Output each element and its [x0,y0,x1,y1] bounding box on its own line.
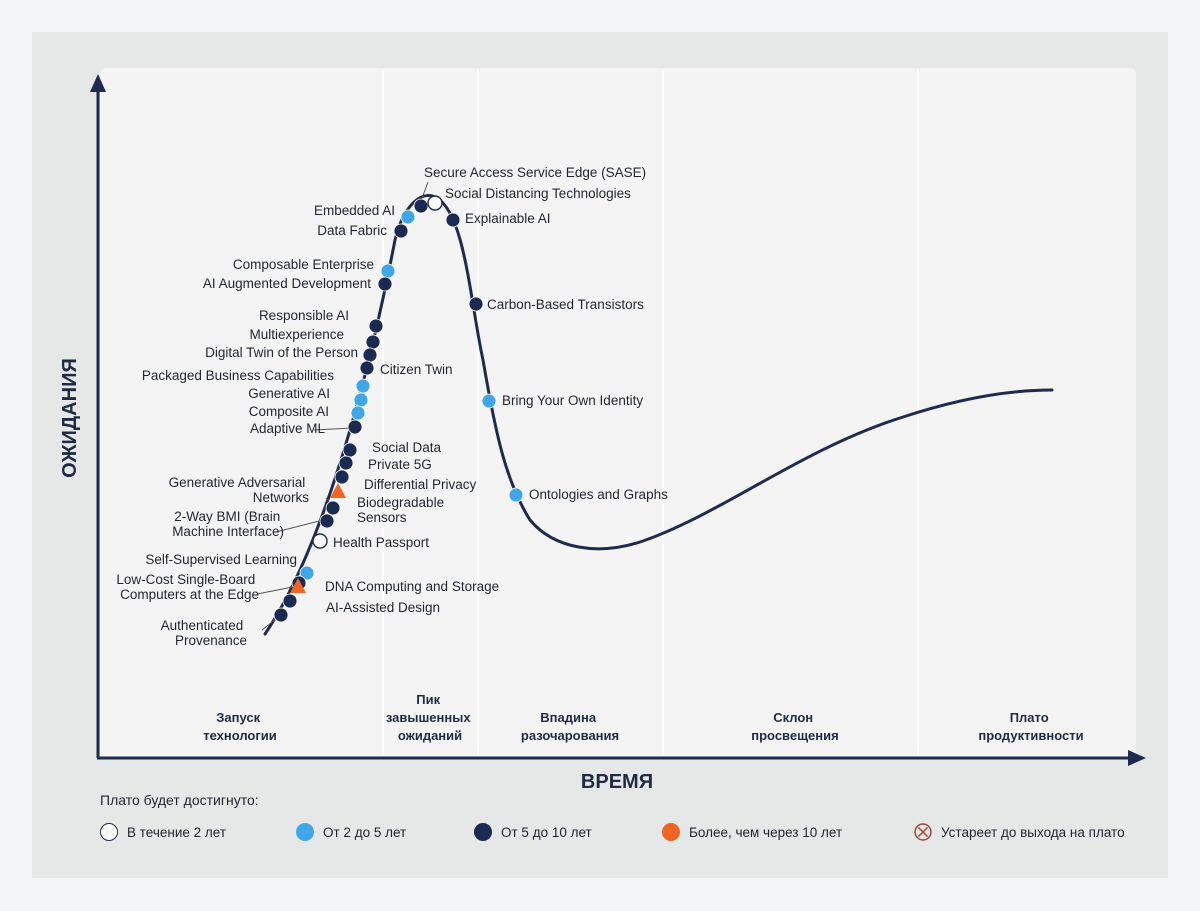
legend-item-within-2-years: В течение 2 лет [100,822,226,842]
technology-marker [377,276,393,292]
tech-label: Low-Cost Single-Board Computers at the E… [116,572,259,602]
technology-marker [427,195,443,211]
technology-marker [342,442,358,458]
legend-item-5-to-10-years: От 5 до 10 лет [474,822,592,842]
technology-marker [282,593,298,609]
technology-marker [355,378,371,394]
tech-label: AI Augmented Development [203,276,371,291]
orange-dot-icon [662,823,680,841]
tech-label: Digital Twin of the Person [205,345,358,360]
tech-label: Social Distancing Technologies [445,186,631,201]
technology-marker [413,198,429,214]
technology-marker [290,578,306,593]
tech-label: Composite AI [249,404,329,419]
tech-label: Adaptive ML [250,421,326,436]
navy-dot-icon [474,823,492,841]
technology-marker [368,318,384,334]
technology-marker [508,487,524,503]
technology-marker [353,392,369,408]
y-axis-arrow-icon [90,74,106,92]
tech-label: Citizen Twin [380,362,453,377]
y-axis-title: ОЖИДАНИЯ [59,358,81,478]
tech-label: Generative AI [248,386,330,401]
tech-label: Authenticated Provenance [161,618,247,648]
technology-markers [273,195,524,623]
technology-marker [365,334,381,350]
technology-marker [359,360,375,376]
tech-label: Multiexperience [249,327,344,342]
x-axis-arrow-icon [1128,750,1146,766]
tech-label: Composable Enterprise [233,257,374,272]
legend-item-obsolete: Устареет до выхода на плато [914,822,1125,842]
tech-label: Self-Supervised Learning [145,552,297,567]
tech-label: Packaged Business Capabilities [142,368,334,383]
phase-trigger: Запуск технологии [203,710,277,743]
phase-peak: Пик завышенных ожиданий [386,692,474,743]
tech-label: Explainable AI [465,211,551,226]
phase-labels: Запуск технологии Пик завышенных ожидани… [203,692,1083,743]
tech-label: Biodegradable Sensors [357,495,448,525]
tech-label: Data Fabric [317,223,387,238]
tech-label: DNA Computing and Storage [325,579,499,594]
obsolete-x-icon [914,823,932,841]
technology-marker [273,607,289,623]
tech-label: 2-Way BMI (Brain Machine Interface) [172,509,284,539]
phase-trough: Впадина разочарования [521,710,619,743]
tech-label: Carbon-Based Transistors [487,297,644,312]
tech-label: Secure Access Service Edge (SASE) [424,165,646,180]
light-blue-dot-icon [296,823,314,841]
tech-label: Differential Privacy [364,477,477,492]
technology-marker [400,209,416,225]
legend-item-2-to-5-years: От 2 до 5 лет [296,822,406,842]
white-dot-icon [100,823,118,841]
phase-slope: Склон просвещения [751,710,838,743]
technology-marker [380,263,396,279]
technology-marker [338,455,354,471]
technology-marker [347,419,363,435]
tech-label: AI-Assisted Design [326,600,440,615]
tech-label: Health Passport [333,535,429,550]
legend-item-more-than-10-years: Более, чем через 10 лет [662,822,842,842]
tech-label: Generative Adversarial Networks [169,475,310,505]
legend-label: Устареет до выхода на плато [941,824,1125,840]
x-axis-title: ВРЕМЯ [581,771,653,793]
legend-label: От 2 до 5 лет [323,824,407,840]
technology-marker [299,565,315,581]
legend-title: Плато будет достигнуто: [100,792,259,808]
technology-marker [362,347,378,363]
legend-label: Более, чем через 10 лет [689,824,843,840]
legend-label: В течение 2 лет [127,824,227,840]
tech-label: Social Data [372,440,442,455]
technology-marker [468,296,484,312]
technology-marker [445,212,461,228]
tech-label: Bring Your Own Identity [502,393,643,408]
technology-marker [334,469,350,485]
tech-label: Responsible AI [259,308,349,323]
technology-marker [481,393,497,409]
technology-marker [350,405,366,421]
technology-marker [312,533,328,549]
technology-marker [325,500,341,516]
tech-label: Private 5G [368,457,432,472]
tech-label: Ontologies and Graphs [529,487,668,502]
technology-marker [330,483,346,498]
tech-label: Embedded AI [314,203,395,218]
hype-curve [263,193,1054,636]
legend-label: От 5 до 10 лет [501,824,592,840]
phase-plateau: Плато продуктивности [978,710,1083,743]
technology-marker [393,223,409,239]
technology-marker [319,513,335,529]
plot-area [100,68,1136,758]
technology-labels: Secure Access Service Edge (SASE) Social… [116,165,668,648]
